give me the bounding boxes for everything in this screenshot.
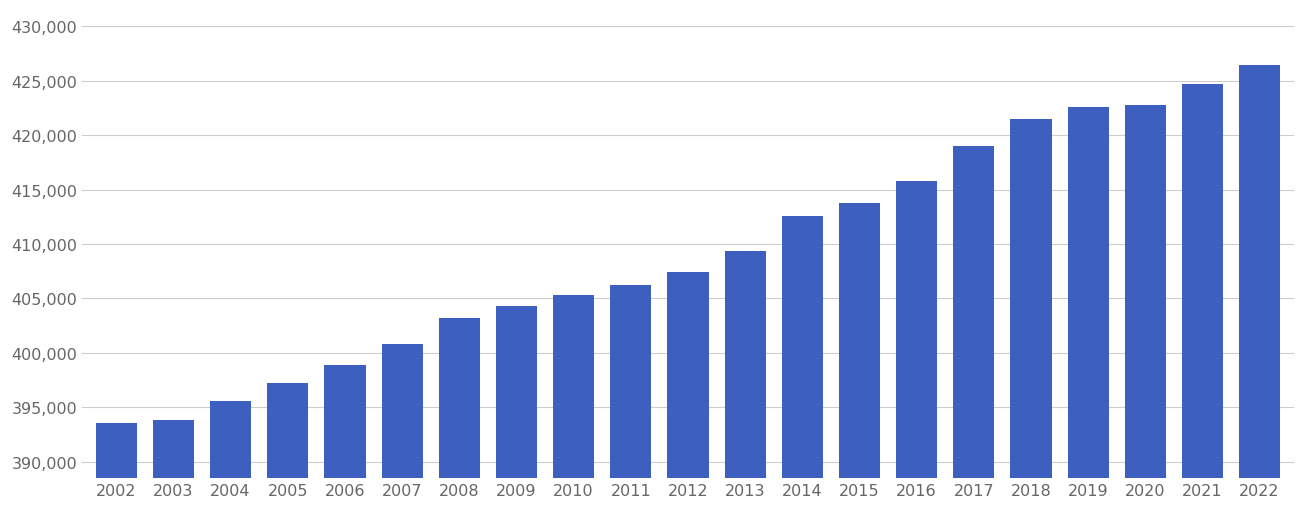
Bar (438, 319, 480, 509)
Bar (667, 273, 709, 509)
Bar (1010, 120, 1052, 509)
Bar (95, 422, 137, 509)
Bar (953, 147, 994, 509)
Bar (724, 251, 766, 509)
Bar (496, 306, 538, 509)
Bar (153, 420, 194, 509)
Bar (839, 203, 880, 509)
Bar (1067, 108, 1109, 509)
Bar (268, 384, 308, 509)
Bar (611, 286, 651, 509)
Bar (1238, 65, 1280, 509)
Bar (210, 401, 251, 509)
Bar (1182, 85, 1223, 509)
Bar (782, 216, 823, 509)
Bar (325, 365, 365, 509)
Bar (1125, 105, 1165, 509)
Bar (553, 296, 594, 509)
Bar (897, 182, 937, 509)
Bar (381, 345, 423, 509)
